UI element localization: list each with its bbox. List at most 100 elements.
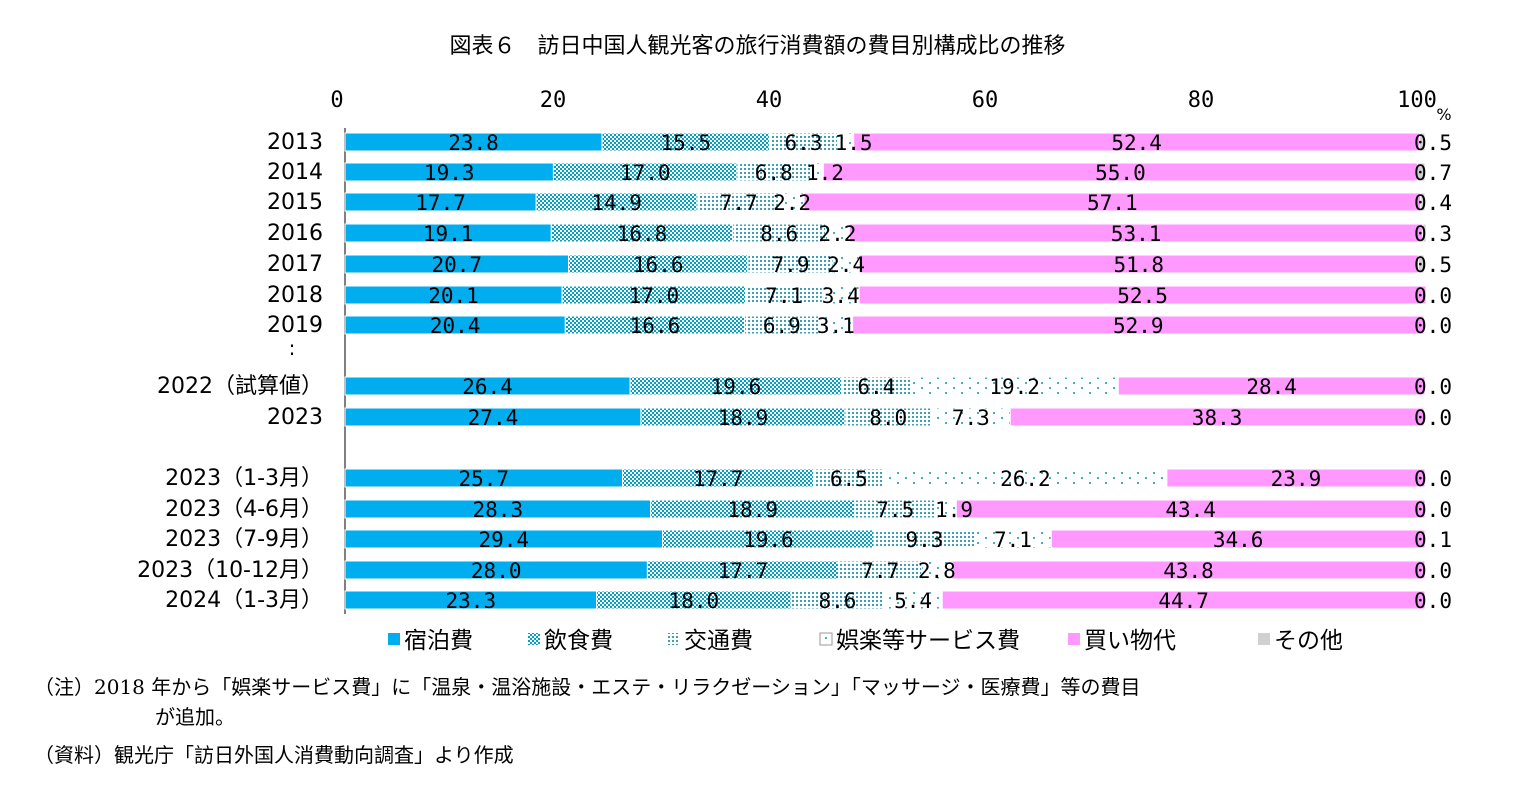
data-label: 7.9 xyxy=(772,253,810,277)
data-label: 2.4 xyxy=(827,253,865,277)
data-label: 19.3 xyxy=(424,161,475,185)
data-label: 17.7 xyxy=(693,467,744,491)
data-label: 14.9 xyxy=(591,191,642,215)
data-label: 20.4 xyxy=(430,314,481,338)
data-label: 18.9 xyxy=(727,498,778,522)
data-label: 1.5 xyxy=(835,131,873,155)
data-label: 19.6 xyxy=(743,528,794,552)
data-label: 3.4 xyxy=(822,284,860,308)
legend-label: 宿泊費 xyxy=(404,628,473,654)
category-label: 2024（1-3月） xyxy=(165,588,323,613)
data-label: 2.8 xyxy=(918,559,956,583)
data-label: 2.2 xyxy=(819,222,857,246)
source-note: （資料）観光庁「訪日外国人消費動向調査」より作成 xyxy=(34,743,514,767)
data-label: 0.0 xyxy=(1414,284,1452,308)
data-label: 5.4 xyxy=(894,589,932,613)
data-label: 9.3 xyxy=(905,528,943,552)
category-label: 2023（4-6月） xyxy=(165,497,323,522)
data-label: 19.2 xyxy=(989,375,1040,399)
data-label: 19.6 xyxy=(711,375,762,399)
data-label: 25.7 xyxy=(458,467,509,491)
data-label: 8.6 xyxy=(760,222,798,246)
bar-segment xyxy=(852,315,1425,335)
data-label: 7.7 xyxy=(861,559,899,583)
data-label: 26.4 xyxy=(462,375,513,399)
x-tick-label: 100 xyxy=(1397,88,1437,113)
data-label: 0.0 xyxy=(1414,559,1452,583)
bar-segment xyxy=(1416,162,1426,182)
category-label: 2014 xyxy=(267,160,323,185)
data-label: 16.6 xyxy=(633,253,684,277)
data-label: 0.4 xyxy=(1414,191,1452,215)
data-label: 20.7 xyxy=(431,253,482,277)
data-label: 43.4 xyxy=(1165,498,1216,522)
data-label: 6.9 xyxy=(763,314,801,338)
data-label: 23.3 xyxy=(446,589,497,613)
data-label: 0.0 xyxy=(1414,375,1452,399)
x-tick-label: 60 xyxy=(972,88,999,113)
data-label: 27.4 xyxy=(468,406,519,430)
data-label: 6.4 xyxy=(857,375,895,399)
data-label: 16.8 xyxy=(617,222,668,246)
data-label: 18.0 xyxy=(669,589,720,613)
category-label: 2023 xyxy=(267,405,323,430)
data-label: 1.2 xyxy=(806,161,844,185)
x-tick-label: 0 xyxy=(330,88,343,113)
bar-segment xyxy=(941,590,1426,610)
data-label: 52.4 xyxy=(1111,131,1162,155)
data-label: 38.3 xyxy=(1192,406,1243,430)
data-label: 0.5 xyxy=(1414,253,1452,277)
data-label: 18.9 xyxy=(718,406,769,430)
legend-swatch xyxy=(388,633,400,645)
category-label: 2015 xyxy=(267,190,323,215)
data-label: 0.1 xyxy=(1414,528,1452,552)
data-label: 3.1 xyxy=(817,314,855,338)
bar-segment xyxy=(951,560,1426,580)
legend-swatch xyxy=(668,633,680,645)
data-label: 8.0 xyxy=(869,406,907,430)
legend-label: その他 xyxy=(1274,628,1343,654)
data-label: 2.2 xyxy=(773,191,811,215)
data-label: 55.0 xyxy=(1095,161,1146,185)
data-label: 20.1 xyxy=(428,284,479,308)
data-label: 6.3 xyxy=(784,131,822,155)
data-label: 7.3 xyxy=(952,406,990,430)
data-label: 34.6 xyxy=(1213,528,1264,552)
x-unit-label: % xyxy=(1436,105,1451,124)
data-label: 0.0 xyxy=(1414,314,1452,338)
legend-label: 交通費 xyxy=(684,628,753,654)
data-label: 17.0 xyxy=(629,284,680,308)
data-label: 16.6 xyxy=(630,314,681,338)
bar-segment xyxy=(1419,132,1426,152)
bar-segment xyxy=(1420,192,1426,212)
category-label: 2023（10-12月） xyxy=(137,558,323,583)
data-label: 28.3 xyxy=(473,498,524,522)
bar-segment xyxy=(1424,529,1427,549)
note-1: （注）2018 年から「娯楽サービス費」に「温泉・温浴施設・エステ・リラクゼーシ… xyxy=(34,675,1141,699)
category-label: 2013 xyxy=(267,130,323,155)
bar-segment xyxy=(955,499,1426,519)
data-label: 28.0 xyxy=(471,559,522,583)
data-label: 17.7 xyxy=(415,191,466,215)
bar-segment xyxy=(1418,254,1425,274)
category-label: 2023（7-9月） xyxy=(165,527,323,552)
data-label: 26.2 xyxy=(1000,467,1051,491)
data-label: 19.1 xyxy=(423,222,474,246)
category-label: 2022（試算値） xyxy=(157,374,323,399)
data-label: 57.1 xyxy=(1087,191,1138,215)
category-label: 2016 xyxy=(267,221,323,246)
data-label: 17.0 xyxy=(620,161,671,185)
data-label: 7.5 xyxy=(876,498,914,522)
data-label: 1.9 xyxy=(935,498,973,522)
bar-segment xyxy=(1009,407,1425,427)
data-label: 7.7 xyxy=(720,191,758,215)
legend-swatch xyxy=(819,632,833,646)
bar-segment xyxy=(1117,376,1426,396)
data-label: 0.5 xyxy=(1414,131,1452,155)
data-label: 28.4 xyxy=(1246,375,1297,399)
data-label: 15.5 xyxy=(660,131,711,155)
category-label: 2023（1-3月） xyxy=(165,466,323,491)
data-label: 6.5 xyxy=(830,467,868,491)
category-label: 2017 xyxy=(267,252,323,277)
legend-swatch xyxy=(1258,633,1270,645)
